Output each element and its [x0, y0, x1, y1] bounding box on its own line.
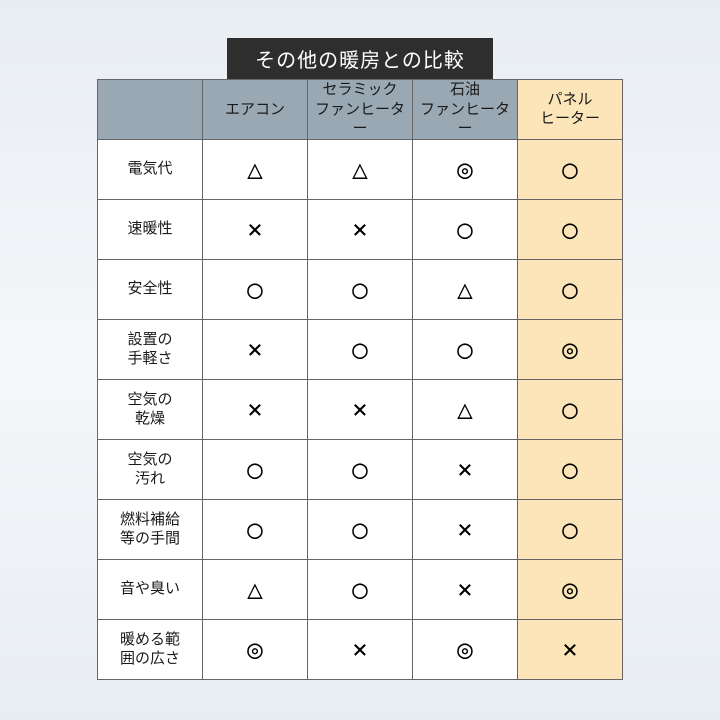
table-row: 空気の乾燥 × × △ ○ — [98, 379, 623, 439]
table-row: 暖める範囲の広さ ◎ × ◎ × — [98, 619, 623, 679]
row-label: 設置の手軽さ — [98, 319, 203, 379]
rating-cell: × — [308, 199, 413, 259]
rating-symbol: × — [352, 395, 368, 425]
rating-cell: ○ — [308, 439, 413, 499]
rating-symbol: ○ — [352, 455, 368, 485]
rating-cell: × — [518, 619, 623, 679]
row-label: 燃料補給等の手間 — [98, 499, 203, 559]
rating-symbol: ○ — [352, 335, 368, 365]
rating-cell: × — [413, 499, 518, 559]
rating-symbol: × — [247, 395, 263, 425]
rating-symbol: ◎ — [457, 155, 473, 185]
rating-symbol: ○ — [352, 515, 368, 545]
column-header: パネルヒーター — [518, 80, 623, 140]
rating-cell: ○ — [413, 319, 518, 379]
rating-symbol: ○ — [352, 575, 368, 605]
rating-symbol: ◎ — [247, 635, 263, 665]
rating-symbol: ○ — [562, 275, 578, 305]
rating-cell: ○ — [308, 319, 413, 379]
rating-symbol: × — [457, 455, 473, 485]
rating-cell: ○ — [203, 439, 308, 499]
rating-symbol: △ — [352, 155, 368, 185]
rating-symbol: × — [352, 635, 368, 665]
row-label: 速暖性 — [98, 199, 203, 259]
rating-cell: ○ — [203, 259, 308, 319]
rating-cell: △ — [203, 139, 308, 199]
rating-cell: ○ — [203, 499, 308, 559]
rating-cell: ○ — [413, 199, 518, 259]
rating-cell: ○ — [308, 259, 413, 319]
rating-cell: △ — [413, 259, 518, 319]
rating-cell: ○ — [518, 199, 623, 259]
comparison-table: エアコンセラミックファンヒーター石油ファンヒーターパネルヒーター 電気代 △ △ ◎ ○… — [97, 79, 623, 680]
comparison-title: その他の暖房との比較 — [227, 38, 493, 79]
rating-symbol: ○ — [247, 515, 263, 545]
rating-symbol: △ — [247, 575, 263, 605]
rating-symbol: ○ — [457, 335, 473, 365]
rating-cell: × — [308, 379, 413, 439]
table-row: 燃料補給等の手間 ○ ○ × ○ — [98, 499, 623, 559]
table-row: 設置の手軽さ × ○ ○ ◎ — [98, 319, 623, 379]
rating-symbol: ○ — [562, 155, 578, 185]
rating-cell: ◎ — [203, 619, 308, 679]
rating-symbol: × — [457, 575, 473, 605]
table-row: 空気の汚れ ○ ○ × ○ — [98, 439, 623, 499]
table-row: 音や臭い △ ○ × ◎ — [98, 559, 623, 619]
rating-symbol: ○ — [562, 515, 578, 545]
rating-symbol: ○ — [457, 215, 473, 245]
rating-cell: × — [203, 319, 308, 379]
rating-symbol: △ — [457, 275, 473, 305]
rating-cell: ◎ — [413, 139, 518, 199]
rating-symbol: ◎ — [457, 635, 473, 665]
rating-cell: × — [203, 379, 308, 439]
rating-cell: ○ — [518, 259, 623, 319]
rating-cell: △ — [413, 379, 518, 439]
rating-symbol: × — [247, 335, 263, 365]
row-label: 電気代 — [98, 139, 203, 199]
column-header: セラミックファンヒーター — [308, 80, 413, 140]
rating-cell: ○ — [518, 379, 623, 439]
rating-symbol: × — [562, 635, 578, 665]
rating-cell: ○ — [518, 439, 623, 499]
rating-cell: ◎ — [413, 619, 518, 679]
rating-cell: × — [413, 439, 518, 499]
rating-cell: △ — [203, 559, 308, 619]
rating-cell: △ — [308, 139, 413, 199]
column-header: エアコン — [203, 80, 308, 140]
table-row: 安全性 ○ ○ △ ○ — [98, 259, 623, 319]
rating-symbol: ○ — [562, 215, 578, 245]
rating-symbol: × — [457, 515, 473, 545]
row-label: 空気の汚れ — [98, 439, 203, 499]
rating-symbol: ◎ — [562, 335, 578, 365]
row-label: 空気の乾燥 — [98, 379, 203, 439]
rating-cell: ○ — [518, 139, 623, 199]
rating-symbol: ○ — [247, 275, 263, 305]
table-row: 速暖性 × × ○ ○ — [98, 199, 623, 259]
rating-symbol: × — [247, 215, 263, 245]
rating-cell: ○ — [308, 559, 413, 619]
rating-cell: × — [308, 619, 413, 679]
row-label: 暖める範囲の広さ — [98, 619, 203, 679]
rating-symbol: △ — [247, 155, 263, 185]
rating-cell: × — [413, 559, 518, 619]
rating-symbol: ○ — [352, 275, 368, 305]
row-label: 音や臭い — [98, 559, 203, 619]
rating-cell: ◎ — [518, 319, 623, 379]
rating-symbol: ○ — [247, 455, 263, 485]
header-corner — [98, 80, 203, 140]
rating-symbol: ◎ — [562, 575, 578, 605]
column-header: 石油ファンヒーター — [413, 80, 518, 140]
row-label: 安全性 — [98, 259, 203, 319]
rating-symbol: △ — [457, 395, 473, 425]
rating-symbol: ○ — [562, 455, 578, 485]
rating-symbol: ○ — [562, 395, 578, 425]
rating-cell: × — [203, 199, 308, 259]
rating-cell: ○ — [308, 499, 413, 559]
rating-symbol: × — [352, 215, 368, 245]
table-row: 電気代 △ △ ◎ ○ — [98, 139, 623, 199]
rating-cell: ◎ — [518, 559, 623, 619]
rating-cell: ○ — [518, 499, 623, 559]
